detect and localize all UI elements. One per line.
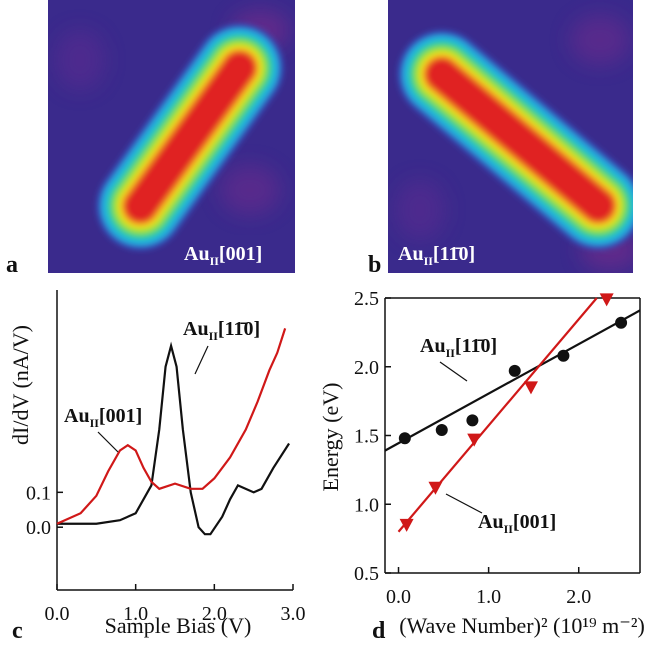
label-rest: [11̄0] [218,318,260,340]
panel-letter: a [6,252,18,278]
image-label: AuII[001] [184,243,262,268]
marker [523,381,538,395]
label-sub: II [424,254,434,268]
label-sub: II [504,522,514,536]
label-main: Au [64,405,90,427]
series-label: AuII[11̄0] [420,335,497,360]
marker [399,518,414,532]
label-rest: [11̄0] [455,335,497,357]
marker [428,481,443,495]
series-label: AuII[001] [64,405,142,430]
label-sub: II [90,416,100,430]
fit-line [384,309,641,452]
marker [466,414,479,427]
label-main: Au [398,243,424,265]
marker [398,432,411,445]
panel-letter: c [12,618,23,644]
label-rest: [001] [99,405,142,427]
label-main: Au [183,318,209,340]
leader-line [439,361,468,382]
label-sub: II [210,254,220,268]
label-main: Au [478,511,504,533]
label-rest: [001] [219,243,262,265]
x-tick-label: 0.0 [45,603,70,625]
y-axis-label: Energy (eV) [318,383,343,492]
y-tick-label: 2.5 [354,288,379,310]
x-tick-label: 1.0 [123,603,148,625]
marker [557,349,570,362]
y-tick-label: 2.0 [354,357,379,379]
leader-line [194,345,209,375]
label-main: Au [184,243,210,265]
leader-line [97,431,119,453]
marker [599,293,614,307]
y-tick-label: 1.0 [354,494,379,516]
y-tick-label: 0.1 [26,482,51,504]
label-main: Au [420,335,446,357]
image-label: AuII[11̄0] [398,243,475,268]
x-axis-label: Sample Bias (V) [105,613,252,638]
panel-letter: d [372,618,386,644]
marker [615,316,628,329]
panel-letter: b [368,252,381,278]
x-tick-label: 0.0 [386,586,411,608]
line [56,328,287,525]
x-tick-label: 2.0 [202,603,227,625]
x-tick-label: 2.0 [566,586,591,608]
series-label: AuII[001] [478,511,556,536]
y-axis-label: dI/dV (nA/V) [8,325,33,445]
y-tick-label: 0.0 [26,517,51,539]
x-tick-label: 3.0 [281,603,306,625]
x-axis-label: (Wave Number)² (10¹⁹ m⁻²) [399,613,645,638]
series-label: AuII[11̄0] [183,318,260,343]
marker [435,424,448,436]
leader-line [445,493,483,514]
label-rest: [001] [513,511,556,533]
marker [467,433,482,447]
line [57,341,290,536]
image-b [388,0,633,273]
fit-line [397,297,598,533]
marker [508,364,521,377]
label-rest: [11̄0] [433,243,475,265]
y-tick-label: 1.5 [354,426,379,448]
image-a [48,0,295,273]
x-tick-label: 1.0 [476,586,501,608]
label-sub: II [446,346,456,360]
y-tick-label: 0.5 [354,563,379,585]
label-sub: II [209,329,219,343]
